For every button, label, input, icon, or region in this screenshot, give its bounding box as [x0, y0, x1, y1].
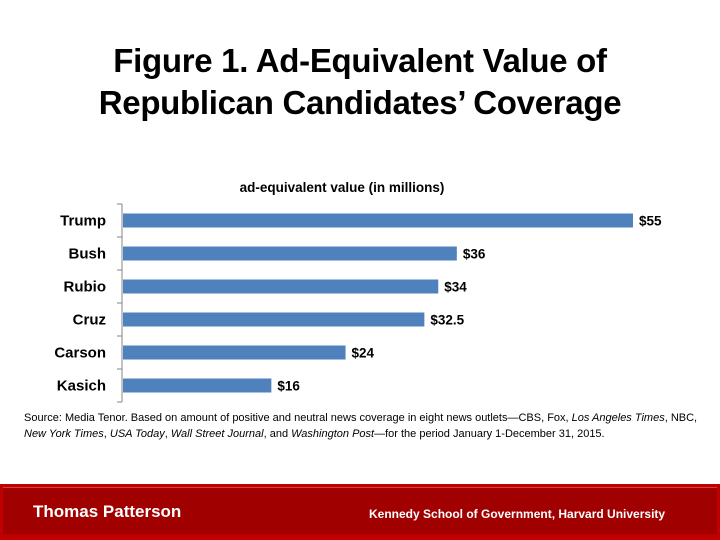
source-outlet-wapo: Washington Post [291, 428, 375, 440]
chart-title: ad-equivalent value (in millions) [240, 180, 445, 195]
title-line-1: Figure 1. Ad-Equivalent Value of [113, 42, 607, 79]
category-label-cruz: Cruz [73, 312, 106, 329]
category-label-trump: Trump [60, 213, 106, 230]
bar-kasich [123, 378, 272, 393]
bar-chart: ad-equivalent value (in millions) Trump B… [54, 180, 662, 403]
source-sep-4: , and [263, 428, 292, 440]
title-line-2: Republican Candidates’ Coverage [98, 84, 622, 121]
bar-rubio [123, 279, 439, 294]
category-label-bush: Bush [69, 246, 107, 263]
slide-title: Figure 1. Ad-Equivalent Value of Republi… [0, 40, 720, 124]
source-note: Source: Media Tenor. Based on amount of … [24, 410, 704, 442]
category-label-kasich: Kasich [57, 378, 106, 395]
category-label-carson: Carson [54, 345, 106, 362]
source-suffix: —for the period January 1-December 31, 2… [374, 428, 605, 440]
bars [123, 213, 633, 393]
bar-cruz [123, 312, 425, 327]
source-prefix: Source: Media Tenor. Based on amount of … [24, 412, 572, 424]
data-label-bush: $36 [463, 247, 486, 262]
category-labels: Trump Bush Rubio Cruz Carson Kasich [54, 213, 106, 395]
source-outlet-usa-today: USA Today [109, 428, 165, 440]
footer-author: Thomas Patterson [33, 502, 182, 521]
data-label-rubio: $34 [444, 280, 467, 295]
source-outlet-wsj: Wall Street Journal [170, 428, 264, 440]
source-outlet-la-times: Los Angeles Times [571, 412, 665, 424]
y-axis [117, 203, 123, 403]
source-outlet-ny-times: New York Times [24, 428, 104, 440]
bar-trump [123, 213, 633, 228]
source-sep-3: , [164, 428, 171, 440]
data-label-carson: $24 [352, 346, 375, 361]
footer-affiliation: Kennedy School of Government, Harvard Un… [369, 507, 666, 521]
category-label-rubio: Rubio [64, 279, 107, 296]
bar-carson [123, 345, 346, 360]
footer-inner: Thomas Patterson Kennedy School of Gover… [3, 487, 717, 534]
data-labels: $55 $36 $34 $32.5 $24 $16 [277, 214, 662, 394]
source-sep-1: , NBC, [664, 412, 698, 424]
data-label-kasich: $16 [277, 379, 300, 394]
data-label-trump: $55 [639, 214, 662, 229]
source-sep-2: , [103, 428, 110, 440]
bar-bush [123, 246, 457, 261]
footer-bar: Thomas Patterson Kennedy School of Gover… [0, 484, 720, 540]
data-label-cruz: $32.5 [430, 313, 464, 328]
